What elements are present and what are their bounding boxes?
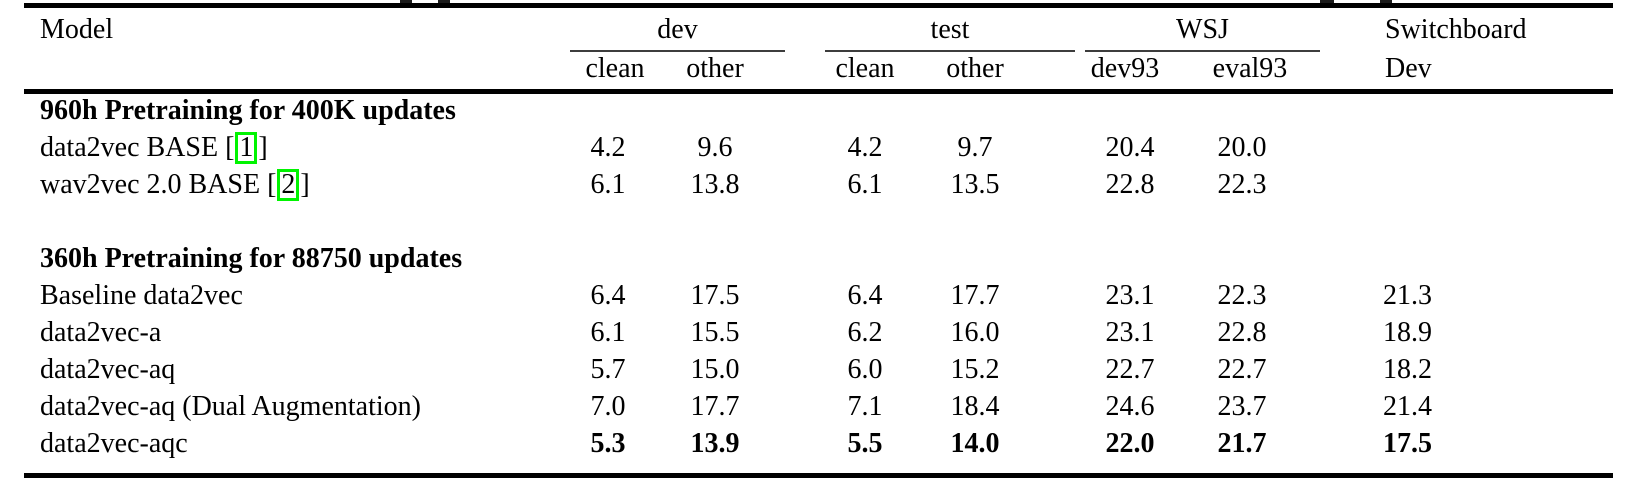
wer-value: 7.1 [847, 391, 883, 422]
switchboard-dev-value: 18.9 [1383, 317, 1432, 348]
wer-value: 22.0 [1105, 428, 1155, 459]
wer-value: 7.0 [590, 391, 626, 422]
section-header-row: 360h Pretraining for 88750 updates [0, 240, 1637, 277]
wer-value: 22.7 [1105, 354, 1155, 385]
wer-value: 6.4 [590, 280, 626, 311]
wer-value: 14.0 [950, 428, 1000, 459]
table-row: data2vec-aqc 5.3 13.9 5.5 14.0 22.0 21.7 17.5 [0, 425, 1637, 462]
table-row: data2vec-aq (Dual Augmentation) 7.0 17.7 7.… [0, 388, 1637, 425]
column-header-test-other: other [946, 53, 1004, 84]
table-row: data2vec-aq 5.7 15.0 6.0 15.2 22.7 22.7 18.2 [0, 351, 1637, 388]
switchboard-dev-value: 17.5 [1383, 428, 1432, 459]
model-name: data2vec-aqc [40, 428, 188, 459]
wer-value: 6.4 [847, 280, 883, 311]
column-group-wsj: WSJ [1176, 14, 1229, 45]
column-group-switchboard: Switchboard [1385, 14, 1527, 45]
wer-value: 22.8 [1105, 169, 1155, 200]
wer-value: 4.2 [847, 132, 883, 163]
column-header-dev-clean: clean [585, 53, 645, 84]
wer-value: 17.7 [950, 280, 1000, 311]
table-row: wav2vec 2.0 BASE [2] 6.1 13.8 6.1 13.5 22.8 22… [0, 166, 1637, 203]
table-row: data2vec BASE [1] 4.2 9.6 4.2 9.7 20.4 20.0 [0, 129, 1637, 166]
model-name: Baseline data2vec [40, 280, 243, 311]
dev-group-rule [570, 50, 785, 52]
cropped-caption-fragment [400, 0, 412, 3]
wer-value: 13.5 [950, 169, 1000, 200]
table-row: data2vec-a 6.1 15.5 6.2 16.0 23.1 22.8 18.9 [0, 314, 1637, 351]
table-top-rule [24, 3, 1613, 8]
column-group-test: test [930, 14, 970, 45]
model-name: data2vec-a [40, 317, 162, 348]
cropped-caption-fragment [1380, 0, 1392, 3]
column-header-wsj-eval93: eval93 [1212, 53, 1288, 84]
wer-value: 22.3 [1217, 169, 1267, 200]
model-name: data2vec-aq [40, 354, 176, 385]
wer-value: 23.1 [1105, 280, 1155, 311]
wer-value: 20.0 [1217, 132, 1267, 163]
cropped-caption-fragment [1320, 0, 1334, 3]
section-header-row: 960h Pretraining for 400K updates [0, 92, 1637, 129]
column-group-dev: dev [657, 14, 698, 45]
wer-value: 17.7 [690, 391, 740, 422]
wer-value: 6.0 [847, 354, 883, 385]
test-group-rule [825, 50, 1075, 52]
wer-value: 4.2 [590, 132, 626, 163]
section-title: 360h Pretraining for 88750 updates [40, 243, 463, 274]
wer-value: 6.1 [847, 169, 883, 200]
table-row: Baseline data2vec 6.4 17.5 6.4 17.7 23.1 22.3 2… [0, 277, 1637, 314]
wer-value: 5.5 [847, 428, 883, 459]
column-header-wsj-dev93: dev93 [1090, 53, 1160, 84]
wsj-group-rule [1085, 50, 1320, 52]
wer-value: 16.0 [950, 317, 1000, 348]
wer-value: 5.3 [590, 428, 626, 459]
wer-value: 20.4 [1105, 132, 1155, 163]
column-header-switchboard-dev: Dev [1385, 53, 1432, 84]
wer-value: 23.1 [1105, 317, 1155, 348]
wer-value: 13.8 [690, 169, 740, 200]
wer-value: 22.8 [1217, 317, 1267, 348]
wer-value: 6.2 [847, 317, 883, 348]
cropped-caption-fragment [438, 0, 450, 3]
wer-value: 6.1 [590, 317, 626, 348]
model-name: wav2vec 2.0 BASE [2] [40, 169, 310, 201]
wer-value: 21.7 [1217, 428, 1267, 459]
wer-value: 15.2 [950, 354, 1000, 385]
column-header-model: Model [40, 14, 114, 45]
switchboard-dev-value: 21.4 [1383, 391, 1432, 422]
wer-value: 23.7 [1217, 391, 1267, 422]
wer-value: 15.5 [690, 317, 740, 348]
wer-value: 22.7 [1217, 354, 1267, 385]
wer-value: 22.3 [1217, 280, 1267, 311]
wer-value: 13.9 [690, 428, 740, 459]
model-name: data2vec-aq (Dual Augmentation) [40, 391, 421, 422]
wer-value: 9.7 [957, 132, 993, 163]
wer-value: 6.1 [590, 169, 626, 200]
citation-link[interactable]: 1 [235, 132, 258, 164]
wer-value: 15.0 [690, 354, 740, 385]
switchboard-dev-value: 18.2 [1383, 354, 1432, 385]
column-header-test-clean: clean [835, 53, 895, 84]
wer-value: 17.5 [690, 280, 740, 311]
wer-value: 24.6 [1105, 391, 1155, 422]
wer-value: 9.6 [697, 132, 733, 163]
switchboard-dev-value: 21.3 [1383, 280, 1432, 311]
wer-value: 18.4 [950, 391, 1000, 422]
wer-value: 5.7 [590, 354, 626, 385]
citation-link[interactable]: 2 [277, 169, 300, 201]
header-separator-rule [24, 89, 1613, 94]
table-bottom-rule [24, 473, 1613, 478]
section-title: 960h Pretraining for 400K updates [40, 95, 456, 126]
model-name: data2vec BASE [1] [40, 132, 268, 164]
column-header-dev-other: other [686, 53, 744, 84]
